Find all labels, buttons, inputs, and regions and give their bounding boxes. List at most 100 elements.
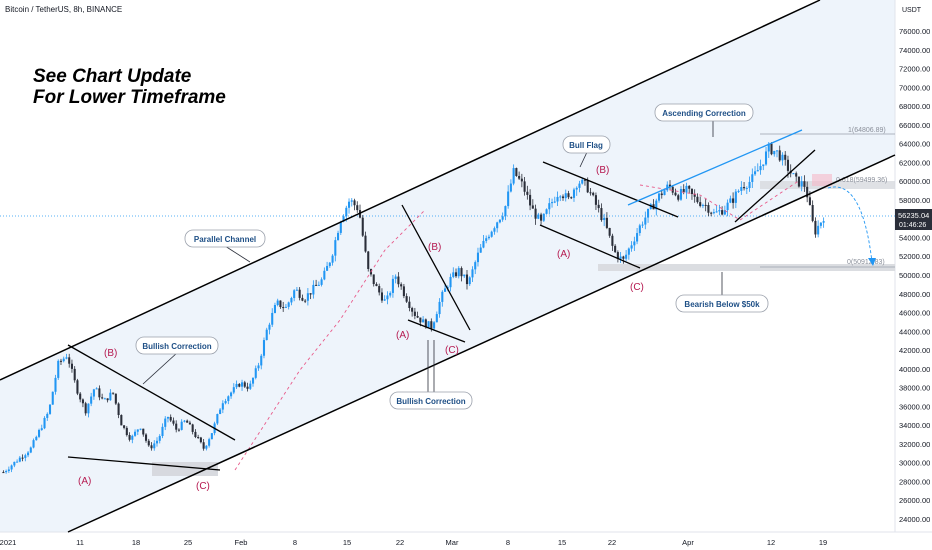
callout-bearish-below[interactable]: Bearish Below $50k [675,294,769,313]
candle-body [87,403,90,414]
candle-body [479,247,482,253]
y-tick-label: 52000.00 [899,252,930,261]
candle-body [729,198,732,203]
candle-body [482,240,485,248]
candle-body [155,440,159,444]
candle-body [205,445,208,449]
candle-body [219,409,222,415]
candle-body [594,195,597,205]
candle-body [501,216,504,220]
channel-upper-line[interactable] [0,0,821,381]
candle-body [298,289,301,298]
ascending-lower[interactable] [734,149,816,223]
candle-body [260,355,263,366]
correction1-upper[interactable] [67,344,236,441]
y-tick-label: 68000.00 [899,102,930,111]
callout-bull-flag[interactable]: Bull Flag [562,135,611,154]
y-tick-label: 30000.00 [899,459,930,468]
currency-box[interactable] [898,3,926,15]
candle-body [282,307,285,309]
candle-body [21,457,24,459]
candle-body [792,173,795,175]
candle-body [257,365,260,369]
candle-body [309,293,312,295]
callout-parallel-channel-text: Parallel Channel [194,235,256,244]
candle-body [608,227,611,236]
dashed-projection-path [234,209,426,471]
bullflag-upper[interactable] [542,161,679,218]
candle-body [230,392,233,397]
price-axis[interactable] [895,0,932,550]
candle-body [699,202,702,206]
candle-body [677,195,680,200]
candle-body [504,206,507,217]
candle-body [671,186,674,193]
wave-label: (B) [104,348,117,359]
ascending-upper[interactable] [627,129,803,206]
candle-body [734,191,737,203]
candle-body [411,307,414,312]
candle-body [161,426,164,437]
candle-body [441,291,444,302]
candle-body [737,190,740,192]
candle-body [529,194,532,206]
candle-body [232,387,235,393]
candle-body [633,241,636,246]
correction1-lower[interactable] [67,456,221,471]
candle-body [542,213,545,221]
candle-body [630,245,633,249]
candle-body [287,302,290,307]
candle-body [339,221,342,233]
candle-body [62,358,65,362]
callout-parallel-channel[interactable]: Parallel Channel [184,229,266,248]
x-tick-label: Apr [682,538,694,547]
candle-body [438,301,441,315]
correction2-lower[interactable] [407,319,466,343]
candle-body [2,472,5,474]
bullflag-lower[interactable] [539,224,641,269]
candle-body [561,196,565,199]
callout-bearish-below-text: Bearish Below $50k [684,300,760,309]
x-tick-label: 2021 [0,538,16,547]
candle-body [707,205,710,213]
correction2-upper[interactable] [401,204,471,331]
candle-body [586,180,589,193]
candle-body [254,368,257,378]
headline-line2: For Lower Timeframe [33,87,226,108]
candle-body [581,179,584,184]
candle-body [191,424,194,432]
candle-body [353,200,356,206]
candle-body [636,233,639,242]
candle-body [452,272,455,277]
candle-body [98,388,101,398]
candle-body [391,278,394,293]
x-tick-label: 19 [819,538,827,547]
candle-body [188,422,191,425]
y-tick-label: 60000.00 [899,177,930,186]
x-tick-label: 8 [506,538,510,547]
wave-label: (C) [630,282,644,293]
candle-body [317,284,320,286]
candle-body [29,447,32,453]
candle-body [644,217,647,225]
candle-body [73,368,76,381]
candle-body [614,245,617,253]
candle-body [550,202,554,204]
candle-body [301,297,304,301]
callout-ascending-correction[interactable]: Ascending Correction [654,103,754,122]
candle-body [342,216,345,222]
candle-body [238,383,241,387]
candle-body [328,262,331,266]
candle-body [509,183,512,192]
candle-body [512,168,515,184]
callout-bullish-correction-1[interactable]: Bullish Correction [135,336,219,355]
candle-body [531,205,534,209]
candle-body [32,440,35,448]
wave-label: (C) [196,481,210,492]
candle-body [224,401,227,404]
callout-bullish-correction-2[interactable]: Bullish Correction [389,391,473,410]
candle-body [619,256,622,259]
candle-body [811,205,814,221]
x-tick-label: 22 [396,538,404,547]
